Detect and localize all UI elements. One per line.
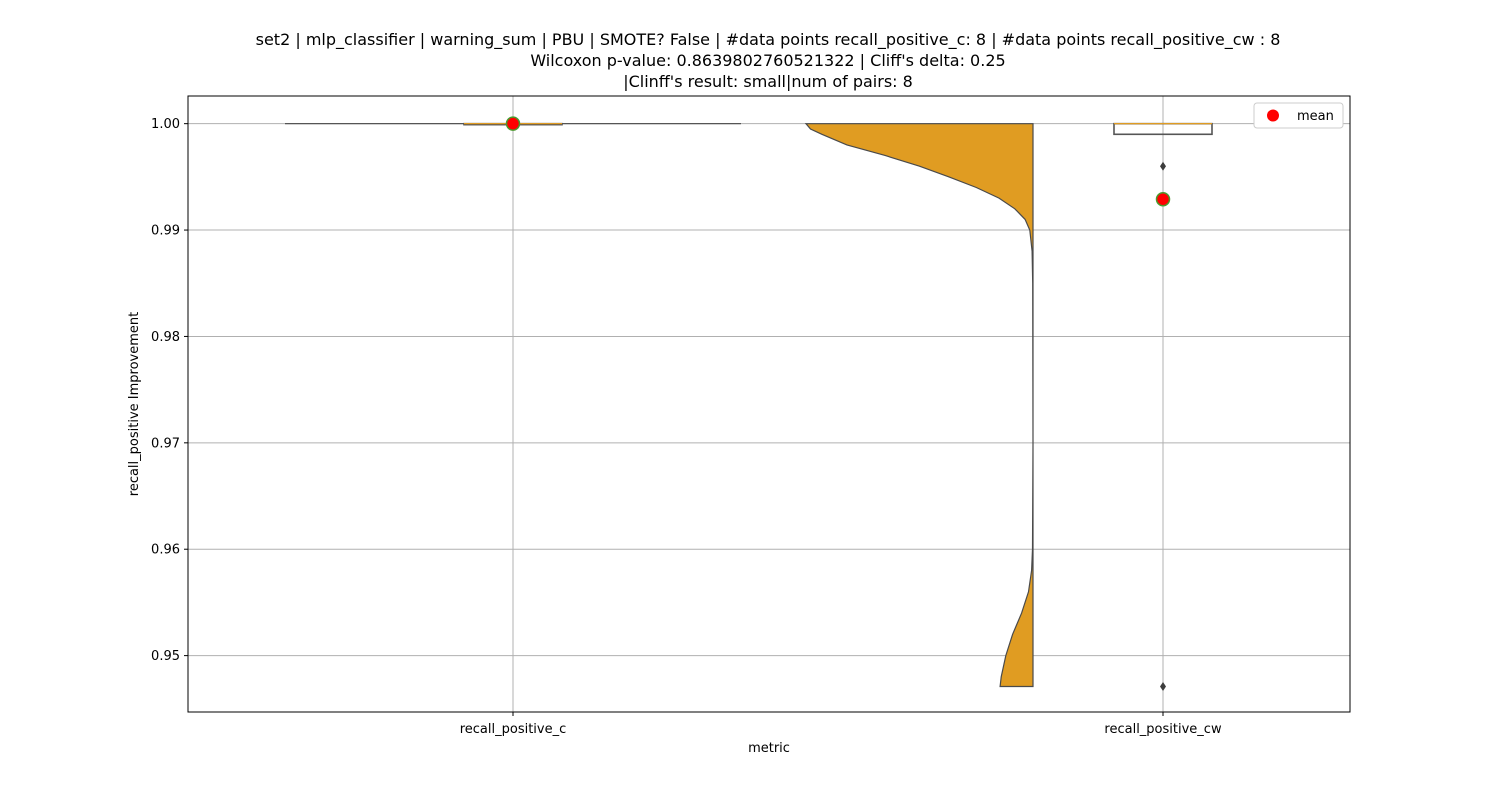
y-tick-label: 0.97 [151, 436, 180, 451]
y-tick-label: 0.99 [151, 224, 180, 239]
chart-title-line-2: Wilcoxon p-value: 0.8639802760521322 | C… [530, 51, 1006, 70]
legend: mean [1253, 102, 1344, 129]
y-tick-label: 1.00 [151, 117, 180, 132]
outlier-point [1160, 161, 1166, 171]
marker-layer [505, 116, 1171, 691]
x-tick-label: recall_positive_cw [1104, 722, 1222, 737]
mean-marker-recall_positive_cw [1155, 191, 1171, 207]
grid-layer [188, 96, 1350, 712]
violin-layer [285, 123, 1034, 688]
legend-mean-label: mean [1297, 109, 1334, 124]
axes-layer: 0.95 0.96 0.97 0.98 0.99 1.00 recall_positive_… [151, 117, 1222, 737]
outlier-point [1160, 681, 1166, 691]
y-tick-label: 0.96 [151, 543, 180, 558]
mean-marker-recall_positive_c [505, 116, 521, 131]
chart-title-line-3: |Clinff's result: small|num of pairs: 8 [623, 72, 913, 91]
chart-title-line-1: set2 | mlp_classifier | warning_sum | PB… [255, 30, 1281, 49]
legend-mean-marker [1267, 109, 1279, 122]
plot-frame [187, 95, 1351, 713]
violin-recall_positive_cw [804, 123, 1034, 688]
legend-box [1253, 102, 1344, 129]
y-axis-label: recall_positive Improvement [127, 312, 142, 496]
y-tick-label: 0.98 [151, 330, 180, 345]
x-tick-label: recall_positive_c [460, 722, 567, 737]
y-tick-label: 0.95 [151, 649, 180, 664]
x-axis-label: metric [748, 741, 790, 756]
